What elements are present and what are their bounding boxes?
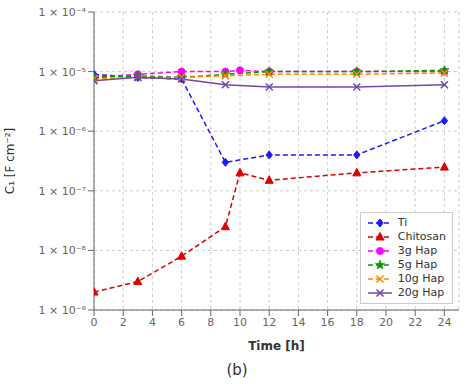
svg-text:2: 2 xyxy=(120,316,127,329)
svg-text:1 × 10⁻⁷: 1 × 10⁻⁷ xyxy=(39,185,86,198)
svg-text:14: 14 xyxy=(291,316,305,329)
svg-text:1 × 10⁻⁴: 1 × 10⁻⁴ xyxy=(39,6,87,19)
svg-text:18: 18 xyxy=(350,316,364,329)
html-text:3g Hap: 3g Hap xyxy=(397,244,438,257)
svg-text:12: 12 xyxy=(262,316,276,329)
html-text:Ti: Ti xyxy=(397,216,408,229)
svg-text:8: 8 xyxy=(207,316,214,329)
svg-text:20: 20 xyxy=(379,316,393,329)
svg-text:1 × 10⁻⁶: 1 × 10⁻⁶ xyxy=(39,125,87,138)
svg-text:6: 6 xyxy=(178,316,185,329)
html-text:(b): (b) xyxy=(226,361,248,379)
svg-text:4: 4 xyxy=(149,316,156,329)
svg-text:1 × 10⁻⁹: 1 × 10⁻⁹ xyxy=(39,304,86,317)
svg-text:24: 24 xyxy=(437,316,451,329)
html-text:Chitosan: Chitosan xyxy=(397,230,446,243)
html-text:20g Hap: 20g Hap xyxy=(397,286,445,299)
svg-text:C₁ [F cm⁻²]: C₁ [F cm⁻²] xyxy=(8,128,17,195)
svg-text:10: 10 xyxy=(233,316,247,329)
svg-text:0: 0 xyxy=(91,316,98,329)
svg-text:1 × 10⁻⁵: 1 × 10⁻⁵ xyxy=(39,66,86,79)
svg-text:Time [h]: Time [h] xyxy=(248,339,305,353)
svg-text:22: 22 xyxy=(408,316,422,329)
svg-text:16: 16 xyxy=(321,316,335,329)
html-text:5g Hap: 5g Hap xyxy=(397,258,438,271)
svg-text:1 × 10⁻⁸: 1 × 10⁻⁸ xyxy=(39,244,87,257)
html-text:10g Hap: 10g Hap xyxy=(397,272,445,285)
